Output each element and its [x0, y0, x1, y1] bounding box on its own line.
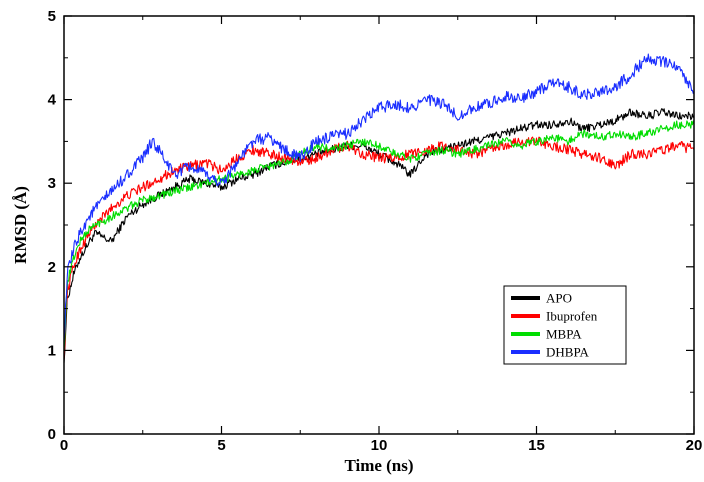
series-line-ibuprofen	[63, 136, 695, 359]
series-line-dhbpa	[63, 53, 695, 343]
x-tick-label: 5	[217, 437, 225, 454]
legend-label-mbpa: MBPA	[546, 327, 582, 342]
x-tick-label: 10	[371, 437, 388, 454]
legend-label-apo: APO	[546, 291, 572, 306]
series-line-apo	[63, 108, 695, 363]
y-tick-label: 2	[48, 259, 56, 276]
y-tick-label: 3	[48, 175, 56, 192]
y-tick-label: 5	[48, 8, 56, 25]
y-axis-ticks: 0 1 2 3 4 5	[48, 8, 694, 443]
legend-label-dhbpa: DHBPA	[546, 345, 589, 360]
x-tick-label: 20	[686, 437, 703, 454]
series-layer	[63, 53, 695, 363]
legend: APO Ibuprofen MBPA DHBPA	[503, 285, 627, 365]
legend-label-ibuprofen: Ibuprofen	[546, 309, 598, 324]
y-axis-title: RMSD (Å)	[11, 186, 30, 264]
x-axis-ticks: 0 5 10 15 20	[60, 16, 703, 454]
y-tick-label: 0	[48, 426, 56, 443]
y-tick-label: 1	[48, 342, 56, 359]
x-axis-title: Time (ns)	[344, 456, 413, 475]
x-tick-label: 0	[60, 437, 68, 454]
y-tick-label: 4	[48, 92, 57, 109]
x-tick-label: 15	[528, 437, 545, 454]
series-line-mbpa	[63, 120, 695, 351]
